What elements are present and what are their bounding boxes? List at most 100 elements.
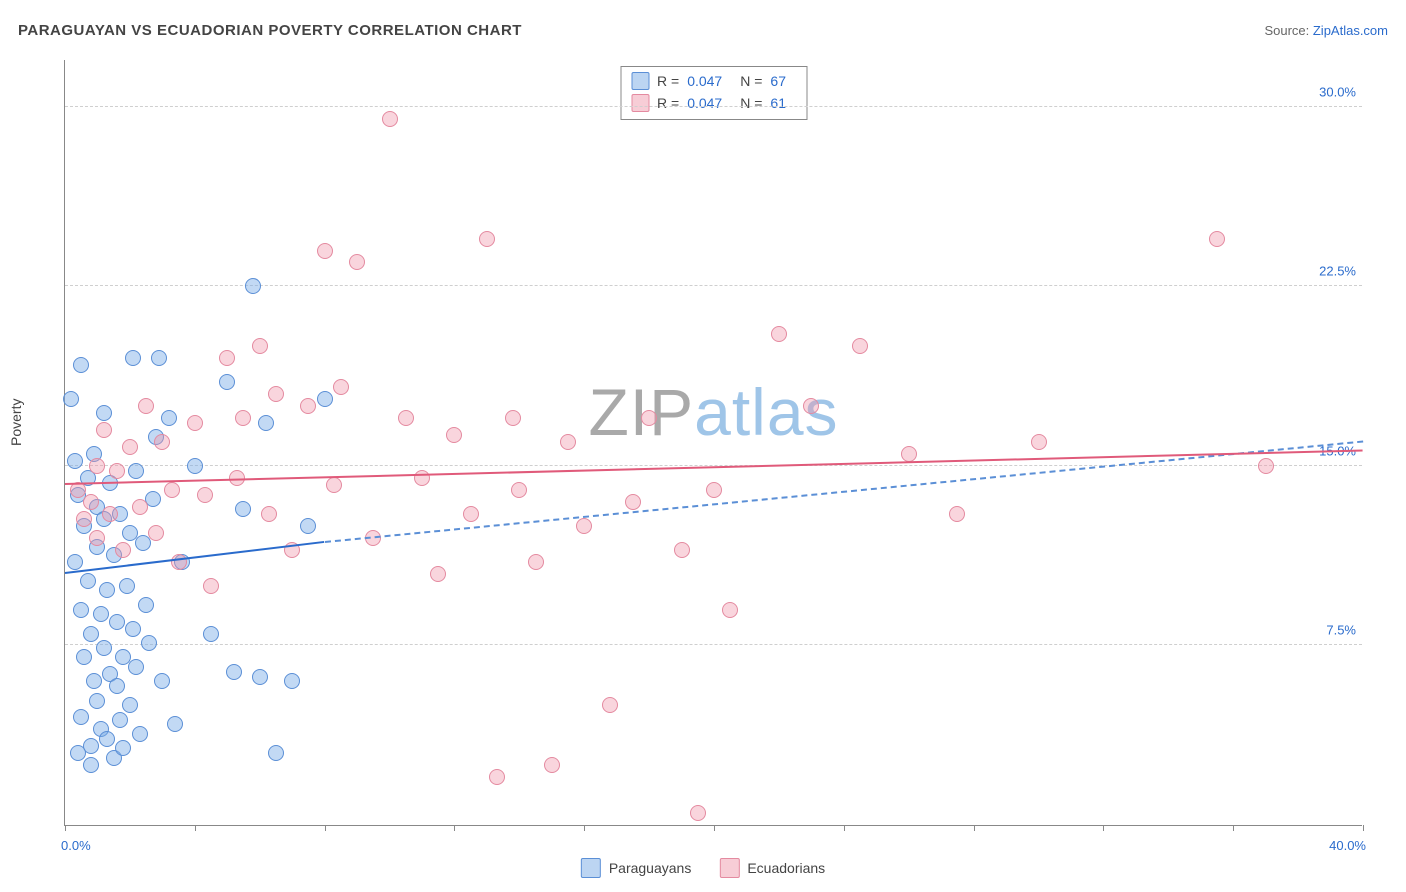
x-axis-max-label: 40.0% [1329, 838, 1366, 853]
data-point [89, 530, 105, 546]
data-point [76, 649, 92, 665]
data-point [641, 410, 657, 426]
data-point [119, 578, 135, 594]
data-point [76, 511, 92, 527]
data-point [109, 463, 125, 479]
data-point [382, 111, 398, 127]
y-tick-label: 30.0% [1317, 84, 1358, 99]
data-point [722, 602, 738, 618]
gridline [65, 644, 1362, 645]
data-point [576, 518, 592, 534]
data-point [602, 697, 618, 713]
data-point [674, 542, 690, 558]
data-point [112, 712, 128, 728]
n-label: N = [740, 92, 762, 114]
data-point [154, 434, 170, 450]
trend-line [65, 450, 1363, 486]
data-point [83, 626, 99, 642]
data-point [128, 463, 144, 479]
legend-label: Paraguayans [609, 860, 692, 876]
data-point [128, 659, 144, 675]
r-value: 0.047 [687, 92, 722, 114]
data-point [125, 350, 141, 366]
x-tick [1233, 825, 1234, 831]
series-legend: Paraguayans Ecuadorians [581, 858, 825, 878]
data-point [1209, 231, 1225, 247]
chart-container: Poverty ZIPatlas R =0.047N =67R =0.047N … [18, 50, 1388, 882]
x-tick [714, 825, 715, 831]
data-point [284, 673, 300, 689]
source-attribution: Source: ZipAtlas.com [1264, 23, 1388, 38]
data-point [219, 374, 235, 390]
data-point [219, 350, 235, 366]
data-point [511, 482, 527, 498]
gridline [65, 106, 1362, 107]
data-point [93, 606, 109, 622]
r-label: R = [657, 70, 679, 92]
n-value: 61 [770, 92, 786, 114]
data-point [73, 602, 89, 618]
data-point [73, 357, 89, 373]
data-point [446, 427, 462, 443]
x-tick [1363, 825, 1364, 831]
data-point [67, 453, 83, 469]
source-link[interactable]: ZipAtlas.com [1313, 23, 1388, 38]
r-value: 0.047 [687, 70, 722, 92]
stats-row: R =0.047N =61 [631, 92, 796, 114]
data-point [96, 405, 112, 421]
data-point [187, 415, 203, 431]
data-point [148, 525, 164, 541]
chart-title: PARAGUAYAN VS ECUADORIAN POVERTY CORRELA… [18, 22, 522, 39]
legend-item: Paraguayans [581, 858, 692, 878]
x-tick [584, 825, 585, 831]
data-point [115, 740, 131, 756]
data-point [414, 470, 430, 486]
data-point [132, 726, 148, 742]
data-point [326, 477, 342, 493]
data-point [96, 422, 112, 438]
data-point [132, 499, 148, 515]
data-point [154, 673, 170, 689]
x-tick [195, 825, 196, 831]
data-point [690, 805, 706, 821]
y-tick-label: 22.5% [1317, 264, 1358, 279]
data-point [138, 398, 154, 414]
data-point [901, 446, 917, 462]
x-tick [844, 825, 845, 831]
data-point [102, 506, 118, 522]
data-point [1031, 434, 1047, 450]
n-label: N = [740, 70, 762, 92]
data-point [83, 757, 99, 773]
data-point [203, 578, 219, 594]
data-point [125, 621, 141, 637]
legend-label: Ecuadorians [747, 860, 825, 876]
data-point [505, 410, 521, 426]
data-point [151, 350, 167, 366]
data-point [89, 458, 105, 474]
data-point [258, 415, 274, 431]
data-point [203, 626, 219, 642]
y-tick-label: 7.5% [1324, 623, 1358, 638]
y-axis-label: Poverty [8, 399, 24, 446]
stats-row: R = 0.047 N = 67 [631, 70, 796, 92]
data-point [161, 410, 177, 426]
data-point [268, 745, 284, 761]
series-swatch [631, 72, 649, 90]
watermark-part2: atlas [694, 375, 838, 449]
data-point [252, 669, 268, 685]
data-point [349, 254, 365, 270]
data-point [73, 709, 89, 725]
data-point [528, 554, 544, 570]
plot-area: ZIPatlas R =0.047N =67R =0.047N =61 0.0%… [64, 60, 1362, 826]
data-point [463, 506, 479, 522]
legend-swatch [581, 858, 601, 878]
data-point [63, 391, 79, 407]
data-point [86, 673, 102, 689]
data-point [80, 573, 96, 589]
x-tick [325, 825, 326, 831]
n-value: 67 [770, 70, 786, 92]
data-point [333, 379, 349, 395]
data-point [489, 769, 505, 785]
data-point [122, 439, 138, 455]
data-point [164, 482, 180, 498]
